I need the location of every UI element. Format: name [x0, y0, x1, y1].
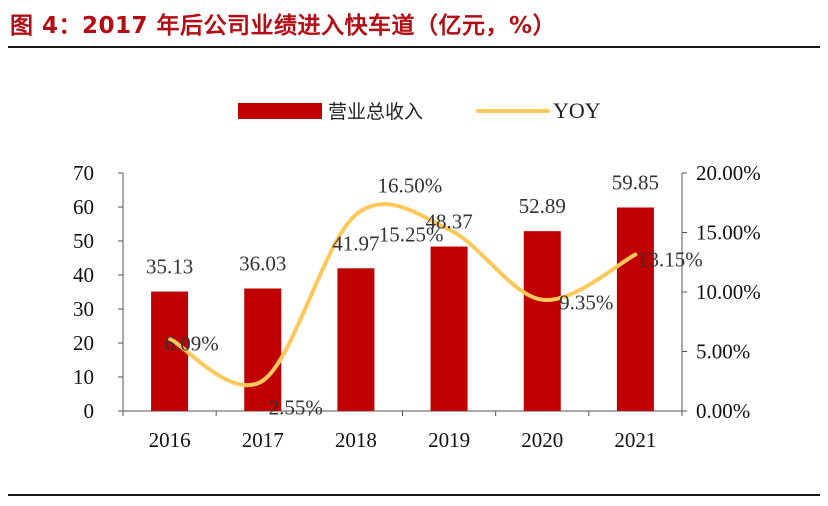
legend-yoy-label: YOY [553, 98, 601, 123]
data-labels: 35.13 36.03 41.97 48.37 52.89 59.85 6.09% 2.55%… [146, 171, 703, 420]
left-axis-tick-label: 70 [73, 161, 94, 185]
revenue-bar [523, 231, 561, 411]
right-axis-tick-label: 10.00% [696, 280, 761, 304]
x-axis-tick-label: 2021 [614, 428, 656, 452]
left-axis-tick-label: 20 [73, 331, 94, 355]
left-axis-tick-label: 10 [73, 365, 94, 389]
yoy-data-label: 15.25% [379, 223, 444, 247]
left-axis-tick-label: 30 [73, 297, 94, 321]
yoy-data-label: 2.55% [269, 396, 323, 420]
left-axis-tick-label: 0 [84, 399, 95, 423]
x-axis-tick-label: 2017 [242, 428, 284, 452]
yoy-line [167, 202, 638, 388]
legend-revenue-label: 营业总收入 [328, 101, 423, 123]
revenue-bar [616, 207, 654, 411]
legend-bar-swatch [238, 103, 322, 119]
right-axis-tick-label: 0.00% [696, 399, 750, 423]
footer-rule [8, 494, 820, 496]
revenue-data-label: 35.13 [146, 255, 193, 279]
yoy-data-label: 9.35% [559, 291, 613, 315]
yoy-data-label: 6.09% [164, 332, 218, 356]
chart-axes: 0 10 20 30 40 50 60 70 0.00% 5.00% 10.00% 15.00% 20.… [73, 161, 761, 452]
revenue-data-label: 59.85 [612, 171, 659, 195]
right-axis-tick-label: 15.00% [696, 221, 761, 245]
revenue-bar [151, 291, 189, 411]
left-axis-tick-label: 60 [73, 195, 94, 219]
revenue-data-label: 36.03 [239, 251, 286, 275]
revenue-bar [244, 288, 282, 411]
yoy-data-label: 13.15% [638, 248, 703, 272]
revenue-data-label: 52.89 [519, 194, 566, 218]
right-axis-tick-label: 20.00% [696, 161, 761, 185]
title-rule [8, 46, 820, 48]
left-axis-tick-label: 40 [73, 263, 94, 287]
yoy-line-group [167, 202, 638, 388]
chart-legend: 营业总收入 YOY [238, 98, 601, 123]
revenue-data-label: 48.37 [425, 210, 472, 234]
x-axis-tick-label: 2019 [428, 428, 470, 452]
revenue-data-label: 41.97 [332, 231, 379, 255]
yoy-data-label: 16.50% [378, 174, 443, 198]
figure-title: 图 4：2017 年后公司业绩进入快车道（亿元，%） [10, 13, 557, 39]
x-axis-tick-label: 2020 [521, 428, 563, 452]
revenue-bar [337, 268, 375, 411]
x-axis-tick-label: 2018 [335, 428, 377, 452]
revenue-bars [151, 207, 654, 411]
revenue-bar [430, 246, 468, 411]
x-axis-tick-label: 2016 [149, 428, 191, 452]
left-axis-tick-label: 50 [73, 229, 94, 253]
right-axis-tick-label: 5.00% [696, 340, 750, 364]
